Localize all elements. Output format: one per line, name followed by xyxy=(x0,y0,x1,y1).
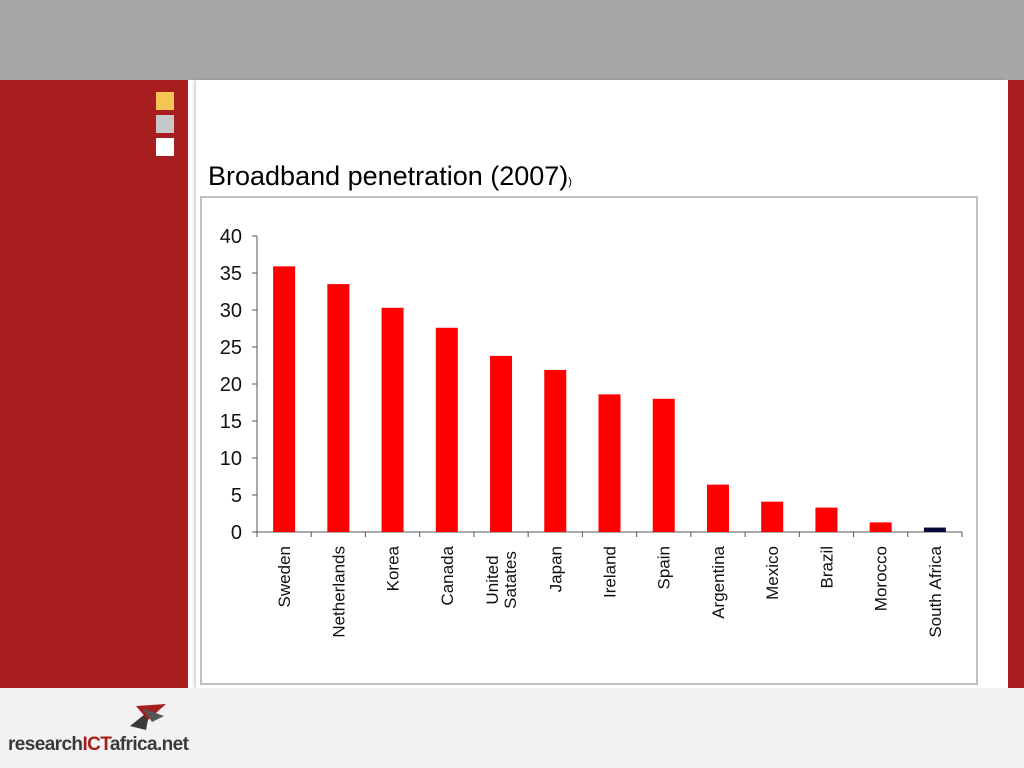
decor-square-yellow xyxy=(156,92,174,110)
bar-brazil xyxy=(815,507,838,532)
logo: researchICTafrica.net xyxy=(8,700,189,760)
x-tick-label: South Africa xyxy=(926,545,945,637)
logo-mark-icon xyxy=(130,704,166,730)
bar-korea xyxy=(381,307,404,532)
y-tick-label: 30 xyxy=(220,300,242,322)
x-tick-label: Argentina xyxy=(709,545,728,618)
x-tick-label: Japan xyxy=(546,546,565,592)
bar-united-satates xyxy=(490,355,513,532)
bar-south-africa xyxy=(923,527,946,532)
x-tick-label: Morocco xyxy=(872,546,891,611)
logo-text-net: .net xyxy=(156,734,189,755)
logo-text-research: research xyxy=(8,734,83,755)
bar-spain xyxy=(652,398,675,532)
x-tick-label: Brazil xyxy=(817,546,836,589)
footer-bar xyxy=(0,688,1024,768)
x-tick-label: Canada xyxy=(438,545,457,605)
top-band xyxy=(0,0,1024,80)
x-tick-label: UnitedSatates xyxy=(483,551,520,609)
x-tick-label: Korea xyxy=(384,545,403,591)
bar-canada xyxy=(435,327,458,532)
x-tick-label: Ireland xyxy=(601,546,620,598)
logo-text: researchICTafrica.net xyxy=(8,734,189,756)
bar-mexico xyxy=(761,501,784,532)
left-red-band xyxy=(0,80,188,688)
bar-japan xyxy=(544,369,567,532)
right-red-band xyxy=(1008,80,1024,688)
x-tick-label-line: United xyxy=(483,555,502,604)
bar-ireland xyxy=(598,394,621,532)
bar-argentina xyxy=(706,484,729,532)
decor-square-grey xyxy=(156,115,174,133)
x-tick-label: Mexico xyxy=(763,546,782,600)
y-tick-label: 20 xyxy=(220,374,242,396)
decor-square-white xyxy=(156,138,174,156)
y-tick-label: 5 xyxy=(231,485,242,507)
y-tick-label: 40 xyxy=(220,226,242,248)
y-tick-label: 10 xyxy=(220,448,242,470)
x-tick-label: Netherlands xyxy=(329,546,348,638)
slide-title-text: Broadband penetration (2007) xyxy=(208,161,569,191)
logo-text-africa: africa xyxy=(109,734,158,755)
y-tick-label: 35 xyxy=(220,263,242,285)
x-tick-label-line: Satates xyxy=(501,551,520,609)
bar-netherlands xyxy=(327,284,350,532)
bar-sweden xyxy=(273,266,296,532)
y-tick-label: 25 xyxy=(220,337,242,359)
bar-chart: 0 5 10 15 20 25 30 35 40 Sweden Netherlands Korea Ca… xyxy=(220,226,963,638)
slide-title: Broadband penetration (2007)) xyxy=(208,161,572,192)
logo-text-ict: ICT xyxy=(82,734,110,755)
y-tick-label: 15 xyxy=(220,411,242,433)
x-tick-label: Spain xyxy=(655,546,674,589)
bar-morocco xyxy=(869,522,892,532)
x-tick-label: Sweden xyxy=(275,546,294,607)
y-tick-label: 0 xyxy=(231,522,242,544)
slide-title-suffix: ) xyxy=(568,176,572,188)
